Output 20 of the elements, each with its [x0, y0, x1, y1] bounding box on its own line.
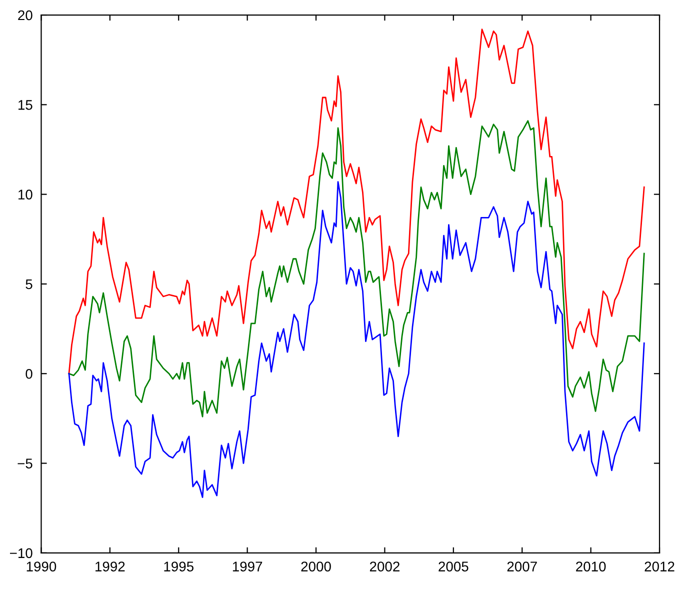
line-series — [68, 120, 645, 418]
y-tick-label: 0 — [26, 368, 32, 379]
line-series — [68, 28, 645, 374]
x-tick-label: 1992 — [96, 562, 125, 572]
line-series — [68, 181, 645, 498]
y-tick-label: 15 — [18, 100, 32, 110]
y-tick-label: 20 — [18, 10, 32, 20]
y-tick-label: −10 — [10, 548, 32, 558]
x-tick-label: 1990 — [26, 562, 56, 572]
x-tick-label: 2002 — [370, 562, 400, 572]
y-tick-label: −5 — [18, 458, 32, 468]
x-tick-label: 2005 — [438, 562, 468, 572]
x-tick-label: 2012 — [644, 562, 674, 572]
x-tick-label: 1997 — [232, 562, 262, 572]
x-tick-label: 2007 — [507, 562, 537, 572]
x-tick-label: 2000 — [301, 562, 331, 572]
x-tick-label: 2010 — [576, 562, 606, 572]
y-tick-label: 5 — [26, 279, 32, 290]
x-tick-label: 1995 — [164, 562, 194, 572]
y-tick-label: 10 — [18, 190, 32, 200]
